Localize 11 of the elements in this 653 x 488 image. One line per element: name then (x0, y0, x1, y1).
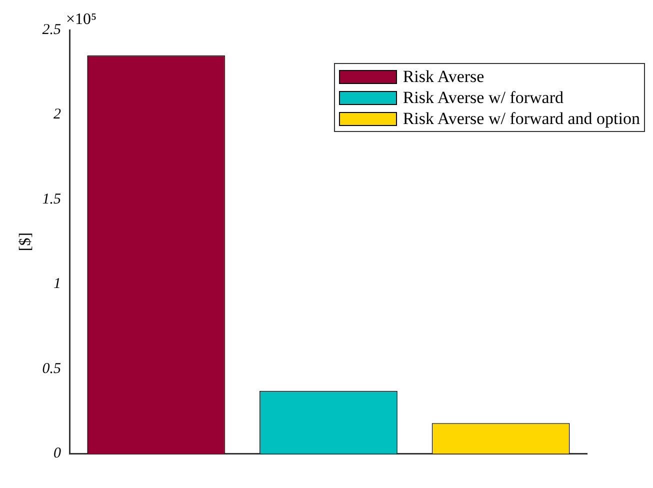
y-tick-label: 1.5 (42, 191, 62, 208)
legend-label: Risk Averse w/ forward and option (402, 108, 640, 129)
y-axis-title: [$] (16, 232, 34, 252)
legend-label: Risk Averse (402, 66, 484, 87)
text: ×10⁵ (66, 11, 97, 28)
y-tick-label: 1 (53, 276, 61, 292)
y-tick-label: 2.5 (42, 22, 62, 38)
y-tick-label: 0 (53, 446, 62, 462)
y-tick-label: 2 (53, 106, 62, 123)
legend-label: Risk Averse w/ forward (402, 87, 564, 108)
y-tick-label: 0.5 (42, 360, 62, 377)
